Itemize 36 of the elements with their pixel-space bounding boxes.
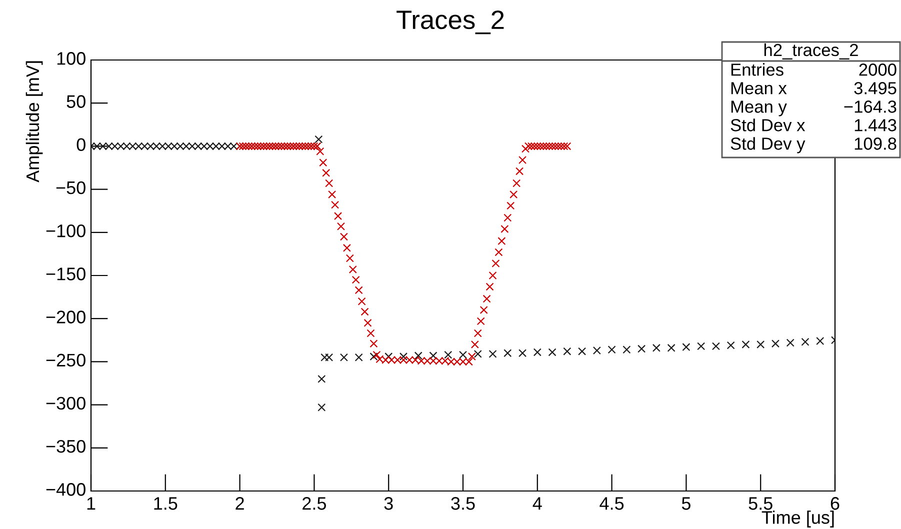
- x-tick-label: 3.5: [451, 497, 475, 510]
- x-tick-label: 4.5: [600, 497, 624, 510]
- annotation: Mean y: [731, 100, 787, 116]
- x-tick-label: 1.5: [154, 497, 178, 510]
- y-tick-label: 100: [57, 52, 86, 65]
- text: 109.8: [854, 138, 896, 150]
- y-tick-label: −50: [56, 181, 86, 194]
- x-tick-label: 1: [87, 497, 96, 510]
- x-tick-label: 3: [384, 497, 393, 510]
- text: 1.443: [854, 119, 896, 132]
- x-tick-label: 4: [532, 497, 542, 510]
- x-tick-label: 2.5: [302, 497, 326, 510]
- y-tick-label: −300: [46, 396, 86, 410]
- text: h2_traces_2: [764, 43, 858, 60]
- x-tick-label: 6: [830, 497, 840, 510]
- annotation: Mean x: [731, 82, 787, 94]
- annotation: Entries: [731, 63, 784, 76]
- y-tick-label: 50: [66, 95, 86, 108]
- y-tick-label: 0: [76, 138, 86, 152]
- text: 2000: [859, 64, 896, 76]
- x-tick-label: 2: [236, 497, 244, 510]
- annotation: Std Dev x: [730, 118, 806, 132]
- x-tick-label: 5: [682, 497, 690, 510]
- y-tick-label: −350: [46, 440, 86, 453]
- y-tick-label: −400: [46, 483, 86, 496]
- text: −164.3: [844, 100, 896, 113]
- x-tick-label: 5.5: [748, 497, 772, 510]
- x-axis-title: Time [us]: [762, 510, 834, 528]
- y-tick-label: −250: [46, 354, 86, 367]
- y-tick-label: −100: [46, 224, 86, 238]
- y-tick-label: −200: [46, 310, 86, 324]
- annotation: Std Dev y: [730, 137, 806, 154]
- y-tick-label: −150: [46, 268, 86, 280]
- y-axis-title: Amplitude [mV]: [26, 61, 43, 182]
- chart-title: Traces_2: [396, 10, 504, 34]
- text: 3.495: [854, 82, 896, 94]
